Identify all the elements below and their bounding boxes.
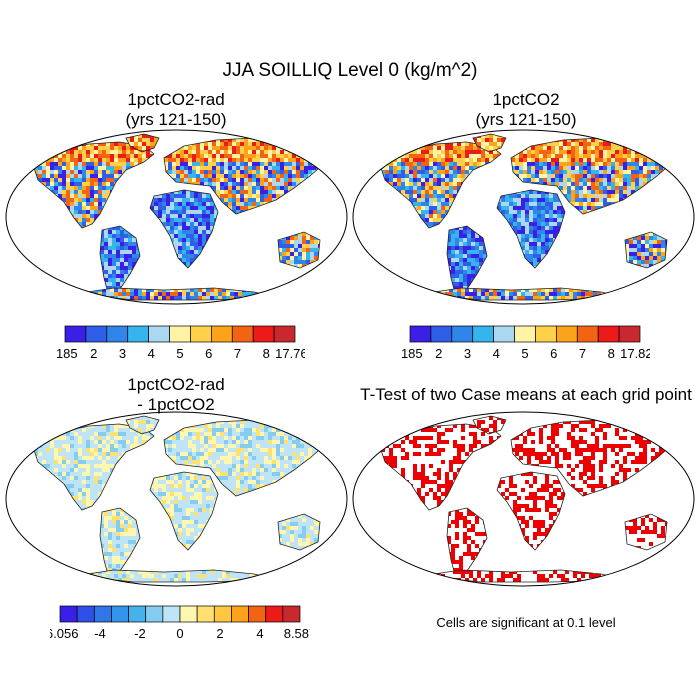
colorbar-tick-label: 17.821 [620, 346, 650, 361]
colorbar-swatch [76, 605, 95, 623]
colorbar-tick-label: 8.587 [284, 626, 310, 641]
colorbar-swatch [556, 325, 578, 343]
map-panel-2 [352, 129, 695, 305]
colorbar-tick-label: -6.056 [50, 626, 78, 641]
map-boundary [352, 129, 695, 305]
colorbar-swatch [265, 605, 284, 623]
colorbar-swatch [514, 325, 536, 343]
colorbar-3: -6.056 -4 -2 0 2 4 8.587 [50, 605, 310, 641]
colorbar-swatch [273, 325, 296, 343]
panel4-title: T-Test of two Case means at each grid po… [352, 385, 700, 405]
colorbar-tick-label: 2 [90, 346, 97, 361]
colorbar-swatch [111, 605, 129, 623]
map-boundary [5, 411, 348, 587]
land-north-america [381, 142, 501, 228]
colorbar-tick-label: 4 [256, 626, 263, 641]
colorbar-swatch [493, 325, 515, 343]
land-north-america [381, 424, 501, 510]
colorbar-swatch [106, 325, 129, 343]
panel2-title: 1pctCO2 (yrs 121-150) [396, 90, 656, 130]
panel1-title-line2: (yrs 121-150) [125, 110, 227, 129]
map-panel-4 [352, 411, 695, 587]
colorbar-tick-label: 3 [119, 346, 126, 361]
map-boundary [5, 129, 348, 305]
colorbar-swatch [248, 605, 267, 623]
colorbar-1: .185 2 3 4 5 6 7 8 17.769 [55, 325, 305, 361]
colorbar-swatch [231, 605, 249, 623]
panel4-title-line1: T-Test of two Case means at each grid po… [360, 385, 692, 404]
colorbar-tick-label: .185 [400, 346, 423, 361]
panel1-title-line1: 1pctCO2-rad [127, 90, 225, 109]
colorbar-tick-label: -2 [134, 626, 146, 641]
land-africa [150, 190, 218, 268]
panel3-title: 1pctCO2-rad - 1pctCO2 [46, 375, 306, 415]
colorbar-swatch [252, 325, 275, 343]
colorbar-tick-label: -4 [94, 626, 106, 641]
colorbar-swatch [148, 325, 170, 343]
land-africa [150, 472, 218, 550]
colorbar-swatch [190, 325, 212, 343]
colorbar-swatch [179, 605, 198, 623]
colorbar-tick-label: 5 [521, 346, 528, 361]
colorbar-tick-label: 4 [493, 346, 500, 361]
map-boundary [352, 411, 695, 587]
colorbar-swatch [282, 605, 301, 623]
colorbar-tick-label: 8 [608, 346, 615, 361]
land-north-america [34, 424, 154, 510]
colorbar-swatch [93, 605, 112, 623]
colorbar-swatch [231, 325, 254, 343]
colorbar-tick-label: 6 [550, 346, 557, 361]
colorbar-swatch [85, 325, 108, 343]
colorbar-swatch [169, 325, 191, 343]
colorbar-swatch [59, 605, 78, 623]
map-panel-3 [5, 411, 348, 587]
colorbar-tick-label: 4 [148, 346, 155, 361]
colorbar-swatch [409, 325, 432, 343]
colorbar-swatch [576, 325, 599, 343]
colorbar-tick-label: 0 [176, 626, 183, 641]
colorbar-tick-label: 8 [263, 346, 270, 361]
colorbar-swatch [213, 605, 232, 623]
colorbar-tick-label: 7 [579, 346, 586, 361]
colorbar-swatch [128, 605, 147, 623]
colorbar-swatch [64, 325, 87, 343]
panel3-title-line2: - 1pctCO2 [137, 395, 215, 414]
colorbar-tick-label: 6 [205, 346, 212, 361]
colorbar-tick-label: .185 [55, 346, 78, 361]
colorbar-tick-label: 2 [216, 626, 223, 641]
panel1-title: 1pctCO2-rad (yrs 121-150) [46, 90, 306, 130]
colorbar-swatch [145, 605, 164, 623]
panel3-title-line1: 1pctCO2-rad [127, 375, 225, 394]
colorbar-swatch [162, 605, 181, 623]
land-africa [497, 472, 565, 550]
colorbar-swatch [618, 325, 641, 343]
significance-note: Cells are significant at 0.1 level [436, 615, 616, 630]
panel2-title-line1: 1pctCO2 [492, 90, 560, 109]
colorbar-2: .185 2 3 4 5 6 7 8 17.821 [400, 325, 650, 361]
colorbar-swatch [535, 325, 557, 343]
colorbar-swatch [430, 325, 453, 343]
map-panel-1 [5, 129, 348, 305]
colorbar-tick-label: 5 [176, 346, 183, 361]
colorbar-swatch [196, 605, 215, 623]
colorbar-tick-label: 17.769 [275, 346, 305, 361]
colorbar-swatch [451, 325, 474, 343]
colorbar-tick-label: 7 [234, 346, 241, 361]
panel2-title-line2: (yrs 121-150) [475, 110, 577, 129]
land-north-america [34, 142, 154, 228]
colorbar-swatch [472, 325, 494, 343]
land-australia [625, 514, 667, 550]
colorbar-swatch [127, 325, 149, 343]
figure-title: JJA SOILLIQ Level 0 (kg/m^2) [222, 60, 478, 81]
colorbar-swatch [597, 325, 620, 343]
land-africa [497, 190, 565, 268]
colorbar-tick-label: 3 [464, 346, 471, 361]
colorbar-tick-label: 2 [435, 346, 442, 361]
colorbar-swatch [211, 325, 233, 343]
